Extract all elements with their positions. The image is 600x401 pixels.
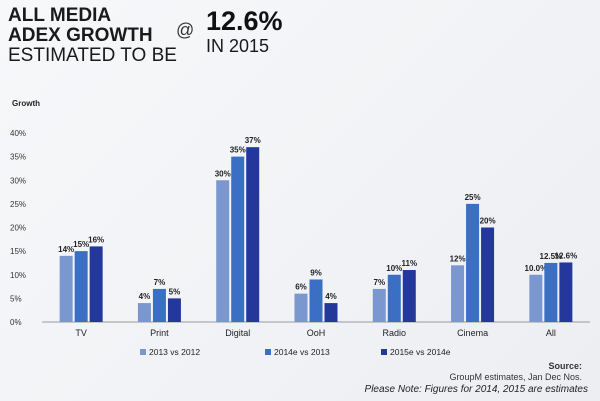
bar-tv-series-3	[89, 246, 103, 322]
x-tick-label: Digital	[225, 328, 250, 338]
data-label: 7%	[154, 278, 166, 287]
data-label: 12.6%	[555, 251, 578, 260]
data-label: 14%	[58, 245, 74, 254]
data-label: 10.0%	[525, 264, 548, 273]
x-tick-label: Print	[150, 328, 169, 338]
x-tick-label: Cinema	[457, 328, 488, 338]
bar-radio-series-1	[372, 288, 386, 322]
source-note: Please Note: Figures for 2014, 2015 are …	[364, 384, 588, 395]
data-label: 12.5%	[540, 252, 563, 261]
y-tick-label: 30%	[10, 176, 26, 185]
bar-digital-series-2	[231, 156, 245, 322]
data-label: 6%	[295, 283, 307, 292]
headline-year: IN 2015	[206, 36, 270, 56]
y-axis-label: Growth	[12, 99, 40, 108]
bar-all-series-2	[544, 262, 558, 322]
bar-print-series-3	[167, 298, 181, 322]
bar-digital-series-1	[216, 180, 230, 322]
legend-swatch-1	[140, 349, 146, 355]
x-tick-label: OoH	[307, 328, 326, 338]
y-tick-label: 40%	[10, 129, 26, 138]
headline: ALL MEDIA ADEX GROWTH ESTIMATED TO BE	[8, 6, 177, 66]
bar-cinema-series-2	[466, 203, 480, 322]
bar-all-series-3	[559, 262, 573, 322]
data-label: 7%	[374, 278, 386, 287]
x-tick-label: TV	[75, 328, 87, 338]
data-label: 10%	[386, 264, 402, 273]
data-label: 30%	[215, 169, 231, 178]
bar-print-series-2	[152, 288, 166, 322]
y-tick-label: 15%	[10, 247, 26, 256]
bar-all-series-1	[529, 274, 543, 322]
headline-value-block: 12.6% IN 2015	[206, 6, 283, 56]
legend-label-2: 2014e vs 2013	[274, 347, 330, 357]
data-label: 25%	[465, 193, 481, 202]
data-label: 4%	[325, 292, 337, 301]
bar-tv-series-2	[74, 251, 88, 322]
headline-line-3: ESTIMATED TO BE	[8, 45, 177, 66]
legend-label-1: 2013 vs 2012	[149, 347, 200, 357]
data-label: 12%	[450, 254, 466, 263]
data-label: 5%	[169, 287, 181, 296]
data-label: 9%	[310, 268, 322, 277]
bar-ooh-series-1	[294, 293, 308, 322]
bar-cinema-series-1	[451, 265, 465, 322]
headline-value: 12.6%	[206, 6, 283, 36]
data-label: 15%	[73, 240, 89, 249]
bar-cinema-series-3	[481, 227, 495, 322]
y-tick-label: 5%	[10, 294, 22, 303]
data-label: 4%	[139, 292, 151, 301]
legend-label-3: 2015e vs 2014e	[390, 347, 451, 357]
bar-tv-series-1	[59, 255, 73, 322]
data-label: 16%	[88, 235, 104, 244]
y-tick-label: 0%	[10, 318, 22, 327]
bar-print-series-1	[137, 303, 151, 322]
data-label: 11%	[401, 259, 417, 268]
x-tick-label: All	[546, 328, 556, 338]
y-tick-label: 35%	[10, 153, 26, 162]
bar-radio-series-3	[402, 270, 416, 322]
legend-swatch-2	[265, 349, 271, 355]
x-tick-label: Radio	[383, 328, 407, 338]
y-tick-label: 20%	[10, 224, 26, 233]
legend-swatch-3	[381, 349, 387, 355]
source-label: Source:	[548, 361, 582, 371]
bar-ooh-series-2	[309, 279, 323, 322]
at-symbol: @	[176, 20, 195, 40]
bar-radio-series-2	[387, 274, 401, 322]
data-label: 37%	[245, 136, 261, 145]
data-label: 20%	[480, 217, 496, 226]
data-label: 35%	[230, 146, 246, 155]
bar-ooh-series-3	[324, 303, 338, 322]
headline-line-1: ALL MEDIA	[8, 5, 112, 26]
y-tick-label: 10%	[10, 271, 26, 280]
source-text: GroupM estimates, Jan Dec Nos.	[449, 372, 582, 382]
bar-digital-series-3	[246, 147, 260, 322]
y-tick-label: 25%	[10, 200, 26, 209]
headline-line-2: ADEX GROWTH	[8, 25, 153, 46]
